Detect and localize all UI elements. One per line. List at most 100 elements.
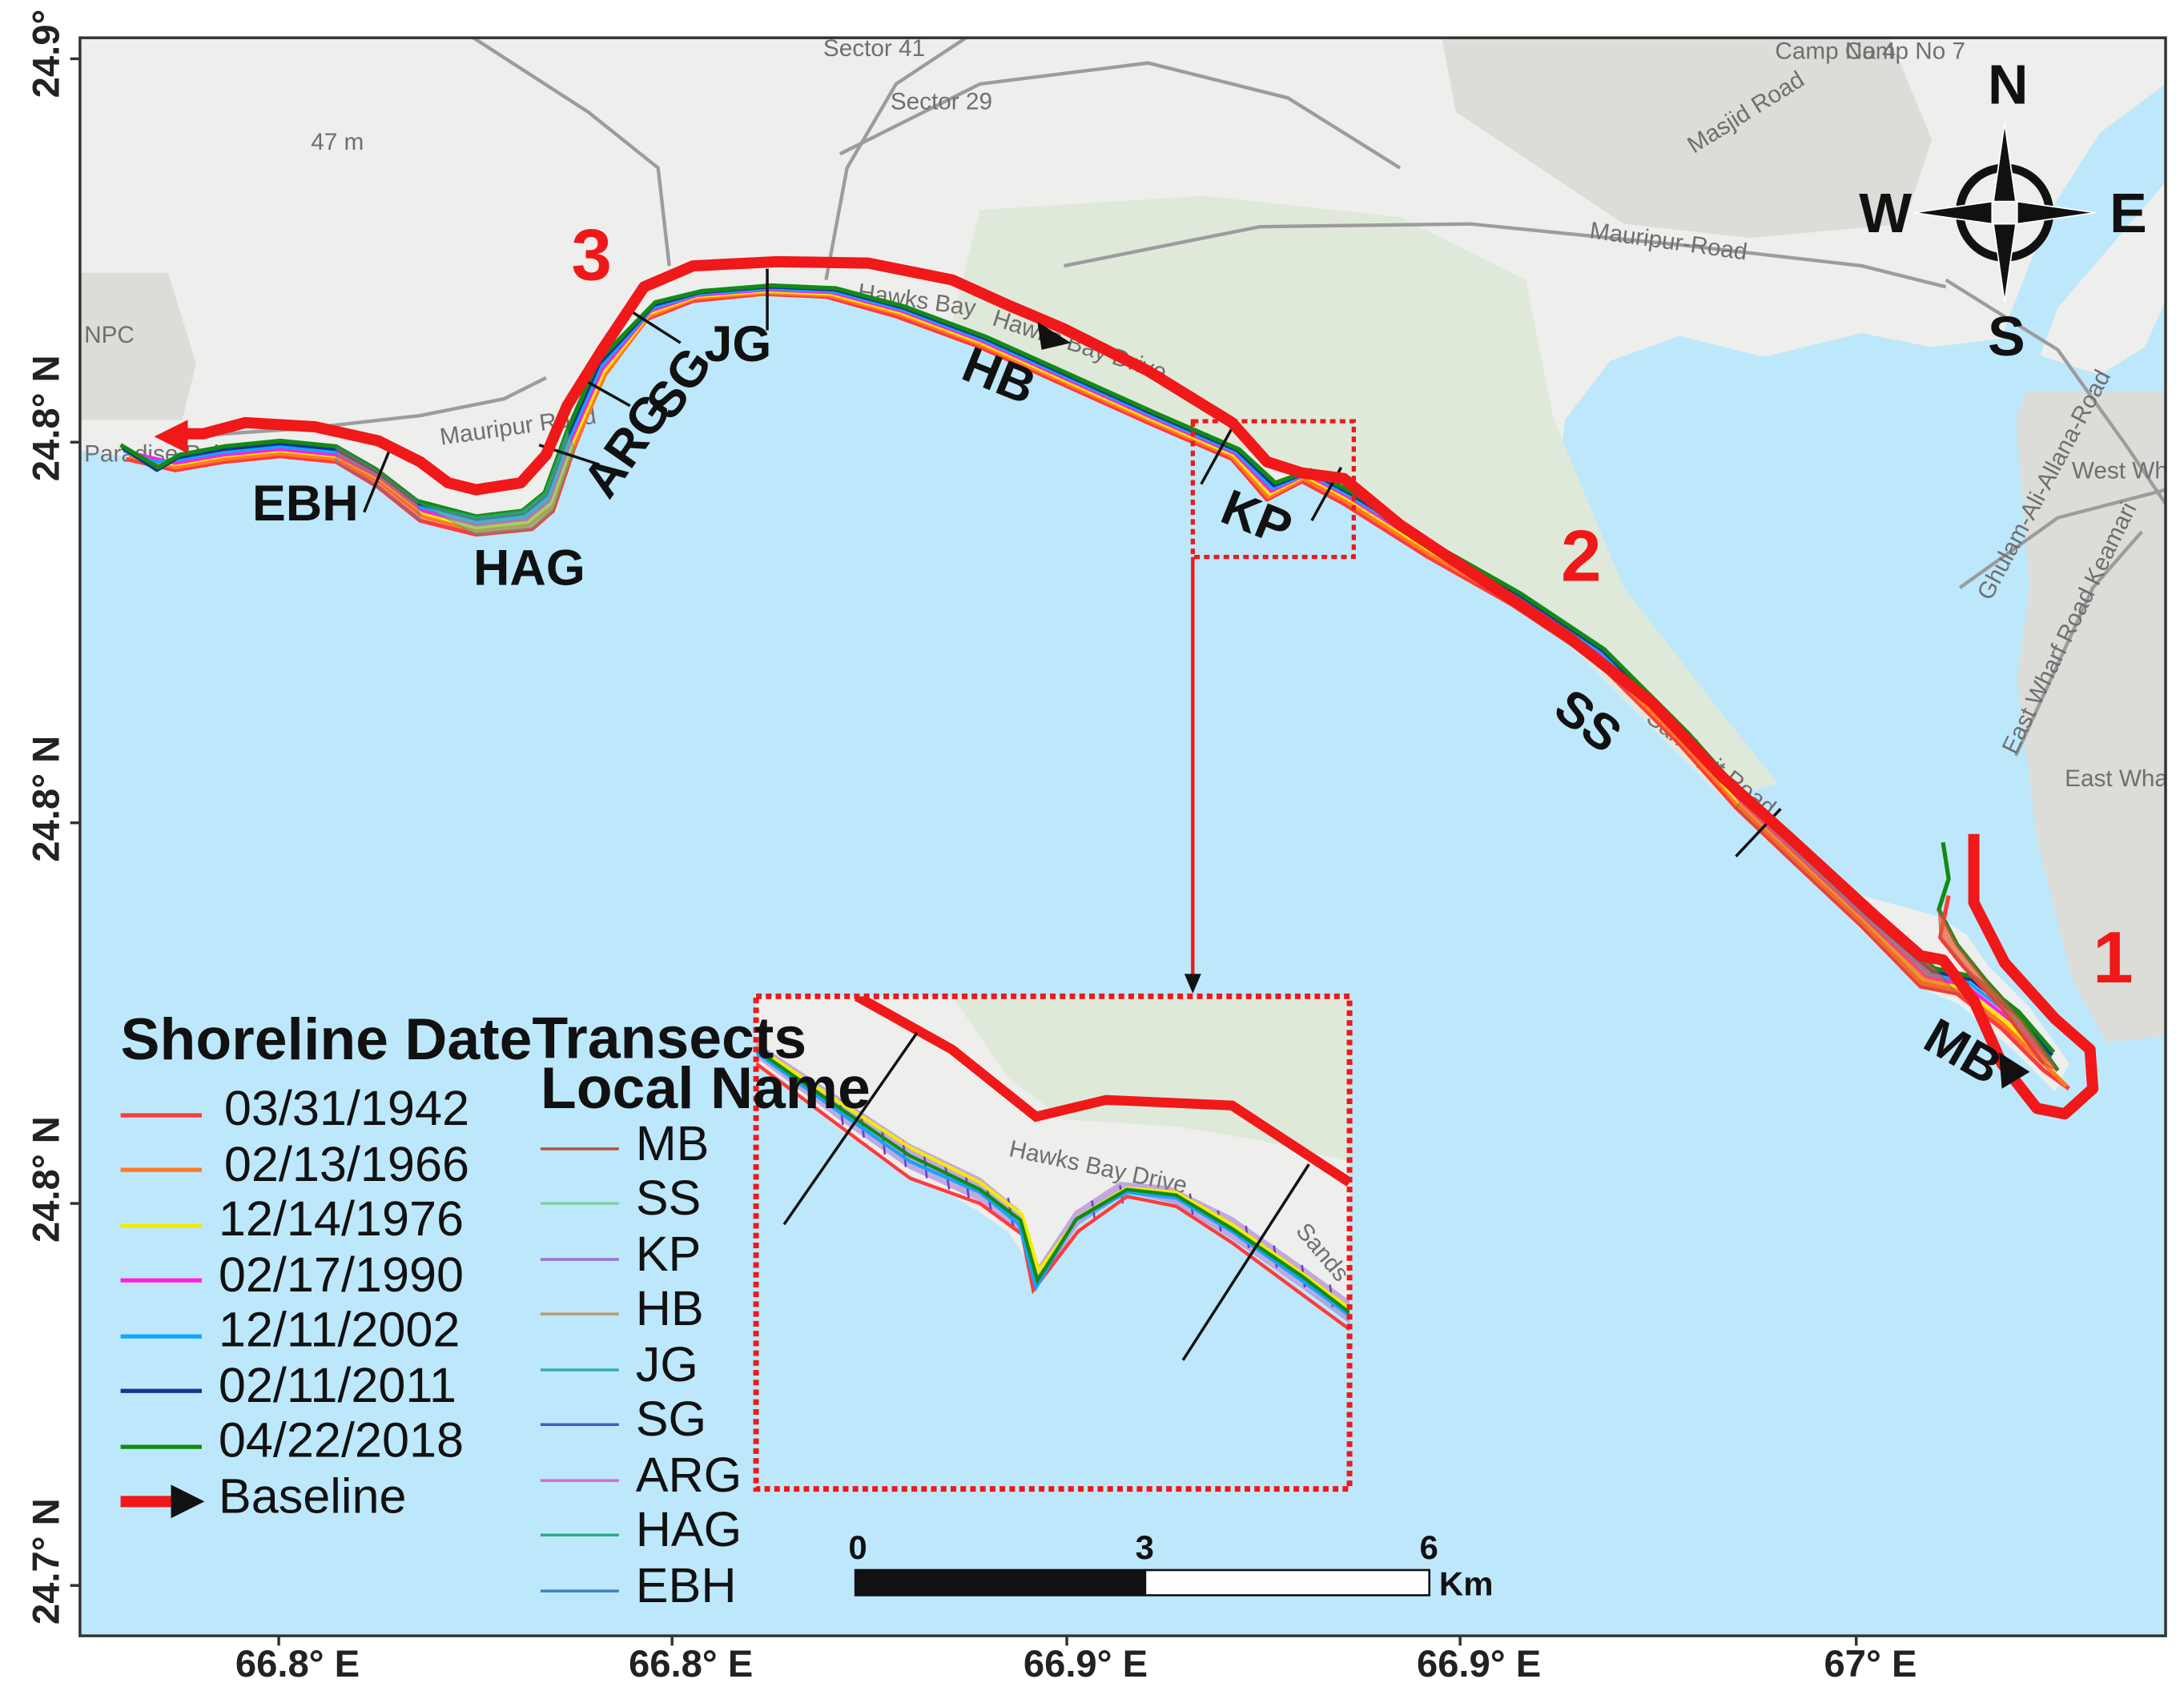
map-frame (78, 36, 2167, 1637)
compass-needle-east (2016, 200, 2096, 225)
transect-legend-item-hb: HB (540, 1281, 704, 1335)
zoom-box (1190, 419, 1356, 560)
scale-unit: Km (1439, 1564, 1494, 1602)
transect-legend-label: JG (636, 1337, 698, 1392)
label-elevation: 47 m (311, 129, 364, 155)
baseline-legend-label: Baseline (219, 1468, 407, 1523)
shoreline-legend-label: 04/22/2018 (219, 1412, 464, 1467)
transect-legend-label: KP (636, 1227, 702, 1281)
lat-tick-label: 24.7° N (25, 1498, 67, 1625)
change-area-hag (420, 428, 575, 536)
lon-tick-label: 66.9° E (1024, 1642, 1148, 1685)
scale-bar-black (854, 1568, 1147, 1597)
transect-legend-item-ss: SS (540, 1171, 702, 1225)
baseline (179, 255, 2099, 1120)
shoreline-legend-label: 12/11/2002 (219, 1302, 461, 1356)
transect-legend-item-hag: HAG (540, 1502, 742, 1556)
shoreline-legend-label: 02/17/1990 (219, 1247, 464, 1302)
label-camp-4: Camp No 4 (1775, 38, 1895, 64)
label-camp-7: Camp No 7 (1845, 38, 1965, 64)
inset-frame (753, 993, 1353, 1492)
scale-tick-6: 6 (1419, 1528, 1438, 1566)
inset-shoreline-1942 (756, 1062, 1350, 1331)
shoreline-legend-label: 03/31/1942 (224, 1081, 469, 1135)
lat-tick-label: 24.8° N (25, 736, 67, 862)
lat-ticks (70, 57, 80, 1587)
zoom-connector-arrow (1184, 974, 1201, 994)
shoreline-legend-title: Shoreline Date (121, 1006, 533, 1072)
map-body: Sector 41 Sector 29 Camp No 4 Camp No 7 … (79, 35, 2184, 1637)
shoreline-legend-item-1966: 02/13/1966 (120, 1137, 469, 1191)
urban-area (1442, 38, 1933, 239)
baseline-direction-arrow-mb (1999, 1052, 2030, 1089)
shoreline-legend-label: 02/11/2011 (219, 1358, 457, 1412)
inset-boundary-1 (782, 1031, 919, 1226)
transect-legend-item-mb: MB (540, 1116, 709, 1171)
transect-legend-label: HAG (636, 1502, 742, 1556)
zone-label-2: 2 (1561, 516, 1602, 596)
transect-legend-item-kp: KP (540, 1227, 702, 1281)
transect-legend-subtitle: Local Name (541, 1055, 871, 1121)
transect-legend-label: SS (636, 1171, 702, 1225)
shoreline-legend-item-1942: 03/31/1942 (120, 1081, 469, 1135)
baseline-legend-item: Baseline (120, 1468, 407, 1523)
segment-label-ebh: EBH (252, 476, 359, 532)
lon-tick-label: 66.8° E (629, 1642, 753, 1685)
lon-tick-label: 67° E (1824, 1642, 1917, 1685)
lon-tick-label: 66.8° E (235, 1642, 360, 1685)
npc-area (79, 272, 196, 420)
compass-needle-south (1993, 223, 2017, 303)
inset-shoreline-1976 (756, 1045, 1350, 1310)
transect-legend-label: SG (636, 1392, 706, 1446)
baseline-direction-arrow (1037, 321, 1072, 350)
transect-legend: Transects Local Name MB SS KP HB JG (532, 1005, 870, 1613)
north-arrow: N S E W (1859, 53, 2146, 368)
land-area (79, 38, 2166, 1092)
lat-tick-label: 24.8° N (25, 355, 67, 481)
shoreline-legend-item-2002: 12/11/2002 (120, 1302, 461, 1356)
change-area-ebh (335, 444, 421, 523)
scale-bar-white (1144, 1568, 1431, 1597)
scale-tick-3: 3 (1136, 1528, 1154, 1566)
shoreline-legend-item-2011: 02/11/2011 (120, 1358, 457, 1412)
shoreline-legend-label: 02/13/1966 (224, 1137, 469, 1191)
compass-north-label: N (1988, 53, 2028, 115)
segment-label-jg: JG (704, 316, 771, 372)
compass-east-label: E (2110, 182, 2147, 244)
label-sector-29: Sector 29 (891, 88, 992, 114)
shoreline-legend-item-1976: 12/14/1976 (120, 1191, 464, 1246)
baseline-path (179, 255, 2099, 1120)
shoreline-legend: Shoreline Date 03/31/1942 02/13/1966 12/… (120, 1006, 533, 1523)
inset-shorelines (756, 1045, 1350, 1331)
road-network (182, 38, 2166, 757)
transect-legend-label: ARG (636, 1448, 742, 1502)
lon-ticks (277, 1636, 1858, 1646)
compass-west-label: W (1859, 182, 1912, 244)
lat-tick-label: 24.9° N (25, 0, 67, 98)
transect-legend-item-jg: JG (540, 1337, 698, 1392)
label-sector-41: Sector 41 (823, 35, 925, 62)
lat-tick-label: 24.8° N (25, 1116, 67, 1243)
compass-needle-west (1913, 200, 1993, 225)
inset-panel: Hawks Bay Drive Sands (753, 993, 1353, 1492)
transect-legend-label: HB (636, 1281, 704, 1335)
scale-tick-0: 0 (848, 1528, 867, 1566)
inset-baseline (854, 996, 1350, 1187)
port-area (2016, 392, 2166, 1043)
lon-tick-label: 66.9° E (1417, 1642, 1541, 1685)
inset-shoreline-2018 (756, 1048, 1350, 1315)
transect-legend-label: EBH (636, 1558, 737, 1613)
baseline-arrow-start (154, 420, 188, 454)
compass-needle-north (1993, 123, 2017, 203)
shoreline-legend-label: 12/14/1976 (219, 1191, 464, 1246)
scale-bar: 0 3 6 Km (848, 1528, 1493, 1602)
change-area-mb-spit (1937, 909, 2059, 1071)
inset-boundary-2 (1181, 1163, 1310, 1361)
label-east-wharf: East Wharf (2065, 765, 2183, 792)
shoreline-legend-item-1990: 02/17/1990 (120, 1247, 464, 1302)
label-west-wharf: West Wharf (2072, 458, 2184, 484)
transect-legend-title: Transects (532, 1005, 806, 1070)
compass-south-label: S (1988, 305, 2025, 368)
shoreline-legend-item-2018: 04/22/2018 (120, 1412, 464, 1467)
